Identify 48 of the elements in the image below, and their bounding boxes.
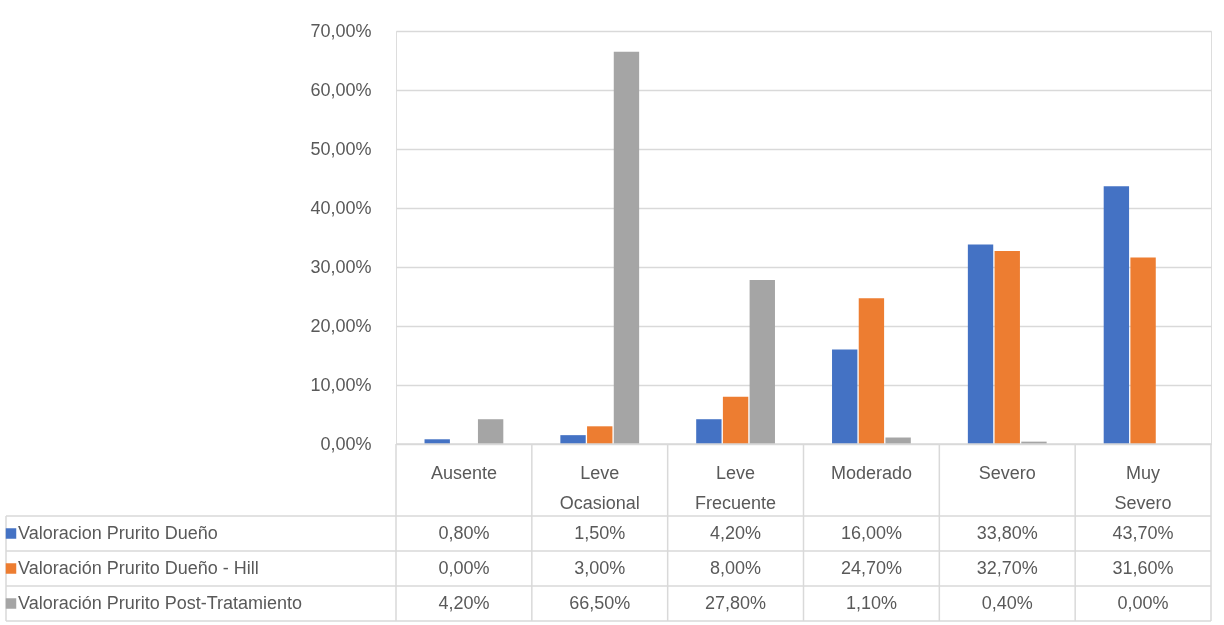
y-tick-label: 40,00% xyxy=(310,197,372,218)
x-tick-label: Muy Severo xyxy=(1114,462,1172,513)
bar xyxy=(994,251,1020,444)
data-label: 66,50% xyxy=(569,592,631,613)
bar xyxy=(560,435,586,444)
y-tick-label: 30,00% xyxy=(310,256,372,277)
bar xyxy=(832,349,858,444)
data-label: 24,70% xyxy=(840,557,902,578)
data-label: 4,20% xyxy=(438,592,490,613)
data-label: 1,50% xyxy=(574,522,626,543)
y-tick-label: 10,00% xyxy=(310,374,372,395)
legend-label: Valoración Prurito Dueño - Hill xyxy=(18,557,259,578)
bar xyxy=(1103,186,1130,444)
y-tick-label: 0,00% xyxy=(320,433,372,454)
data-label: 43,70% xyxy=(1112,522,1174,543)
x-tick-label: Ausente xyxy=(430,462,497,483)
bar xyxy=(587,426,613,444)
bar xyxy=(613,51,640,444)
bar xyxy=(696,419,722,444)
legend-label: Valoración Prurito Post-Tratamiento xyxy=(18,592,303,613)
data-label: 27,80% xyxy=(705,592,767,613)
x-tick-label: Leve Frecuente xyxy=(695,462,777,513)
data-label: 33,80% xyxy=(976,522,1038,543)
bar xyxy=(967,244,994,444)
y-tick-label: 70,00% xyxy=(310,20,372,41)
y-tick-label: 50,00% xyxy=(310,138,372,159)
data-label: 4,20% xyxy=(710,522,762,543)
data-label: 31,60% xyxy=(1112,557,1174,578)
data-label: 0,40% xyxy=(981,592,1033,613)
bar xyxy=(749,279,775,444)
data-label: 0,00% xyxy=(438,557,490,578)
bar xyxy=(858,298,885,444)
data-label: 3,00% xyxy=(574,557,626,578)
bar xyxy=(1130,257,1156,444)
x-tick-label: Leve Ocasional xyxy=(559,462,640,513)
x-tick-label: Moderado xyxy=(830,462,912,483)
data-label: 8,00% xyxy=(710,557,762,578)
x-tick-label: Severo xyxy=(978,462,1036,483)
data-label: 0,80% xyxy=(438,522,490,543)
bar xyxy=(722,396,749,444)
y-tick-label: 60,00% xyxy=(310,79,372,100)
data-label: 0,00% xyxy=(1117,592,1169,613)
legend-label: Valoracion Prurito Dueño xyxy=(18,522,218,543)
data-label: 32,70% xyxy=(976,557,1038,578)
bar xyxy=(477,419,504,444)
y-tick-label: 20,00% xyxy=(310,315,372,336)
data-label: 1,10% xyxy=(845,592,897,613)
data-label: 16,00% xyxy=(840,522,902,543)
